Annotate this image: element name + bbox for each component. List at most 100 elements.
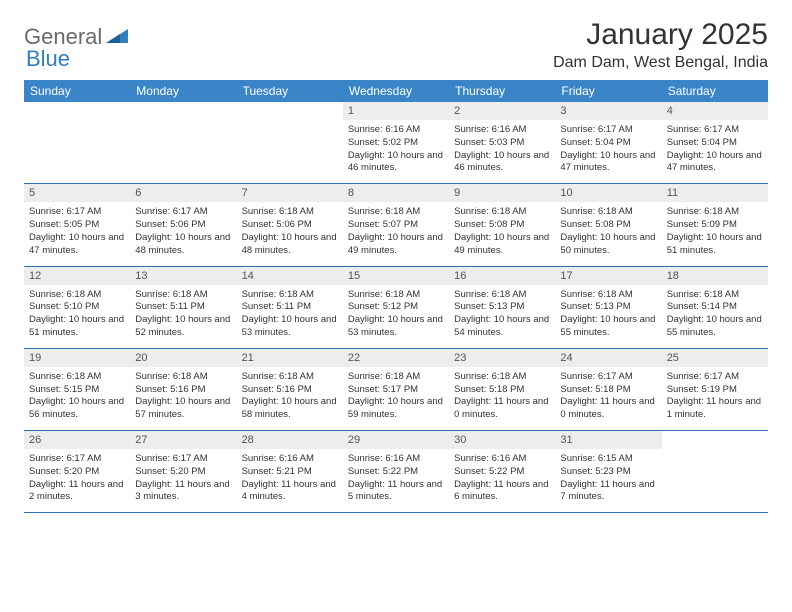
day-number: 19 xyxy=(24,349,130,367)
sunrise-text: Sunrise: 6:17 AM xyxy=(29,453,125,466)
sunrise-text: Sunrise: 6:16 AM xyxy=(348,124,444,137)
sunrise-text: Sunrise: 6:17 AM xyxy=(560,124,656,137)
day-data: Sunrise: 6:18 AMSunset: 5:06 PMDaylight:… xyxy=(237,202,343,265)
weekday-header: Sunday xyxy=(24,80,130,102)
sunrise-text: Sunrise: 6:18 AM xyxy=(667,289,763,302)
day-data: Sunrise: 6:18 AMSunset: 5:14 PMDaylight:… xyxy=(662,285,768,348)
page-subtitle: Dam Dam, West Bengal, India xyxy=(553,54,768,72)
day-number: 17 xyxy=(555,267,661,285)
day-data: Sunrise: 6:18 AMSunset: 5:18 PMDaylight:… xyxy=(449,367,555,430)
day-data: Sunrise: 6:16 AMSunset: 5:02 PMDaylight:… xyxy=(343,120,449,183)
sunset-text: Sunset: 5:06 PM xyxy=(135,219,231,232)
daylight-text: Daylight: 10 hours and 46 minutes. xyxy=(454,150,550,176)
sunrise-text: Sunrise: 6:18 AM xyxy=(242,371,338,384)
sunrise-text: Sunrise: 6:18 AM xyxy=(560,206,656,219)
daylight-text: Daylight: 11 hours and 4 minutes. xyxy=(242,479,338,505)
day-data: Sunrise: 6:17 AMSunset: 5:04 PMDaylight:… xyxy=(555,120,661,183)
sunset-text: Sunset: 5:04 PM xyxy=(667,137,763,150)
calendar-cell: 13Sunrise: 6:18 AMSunset: 5:11 PMDayligh… xyxy=(130,266,236,348)
sunrise-text: Sunrise: 6:18 AM xyxy=(667,206,763,219)
day-number: 6 xyxy=(130,184,236,202)
sunrise-text: Sunrise: 6:17 AM xyxy=(135,206,231,219)
day-number: 3 xyxy=(555,102,661,120)
daylight-text: Daylight: 10 hours and 51 minutes. xyxy=(29,314,125,340)
sunset-text: Sunset: 5:09 PM xyxy=(667,219,763,232)
sunrise-text: Sunrise: 6:18 AM xyxy=(242,206,338,219)
sunset-text: Sunset: 5:18 PM xyxy=(454,384,550,397)
calendar-cell: 21Sunrise: 6:18 AMSunset: 5:16 PMDayligh… xyxy=(237,348,343,430)
calendar-cell: 29Sunrise: 6:16 AMSunset: 5:22 PMDayligh… xyxy=(343,431,449,513)
day-number: 29 xyxy=(343,431,449,449)
day-data: Sunrise: 6:18 AMSunset: 5:08 PMDaylight:… xyxy=(555,202,661,265)
daylight-text: Daylight: 10 hours and 47 minutes. xyxy=(560,150,656,176)
sunrise-text: Sunrise: 6:17 AM xyxy=(29,206,125,219)
day-number: 5 xyxy=(24,184,130,202)
sunrise-text: Sunrise: 6:17 AM xyxy=(135,453,231,466)
day-number: 8 xyxy=(343,184,449,202)
weekday-header: Thursday xyxy=(449,80,555,102)
day-data: Sunrise: 6:18 AMSunset: 5:09 PMDaylight:… xyxy=(662,202,768,265)
sunrise-text: Sunrise: 6:18 AM xyxy=(348,371,444,384)
day-number: 7 xyxy=(237,184,343,202)
sunset-text: Sunset: 5:11 PM xyxy=(242,301,338,314)
calendar-cell xyxy=(237,102,343,184)
sunset-text: Sunset: 5:14 PM xyxy=(667,301,763,314)
sunset-text: Sunset: 5:16 PM xyxy=(135,384,231,397)
day-number xyxy=(237,102,343,120)
daylight-text: Daylight: 10 hours and 52 minutes. xyxy=(135,314,231,340)
day-number: 15 xyxy=(343,267,449,285)
calendar-head: Sunday Monday Tuesday Wednesday Thursday… xyxy=(24,80,768,102)
weekday-header: Friday xyxy=(555,80,661,102)
daylight-text: Daylight: 10 hours and 47 minutes. xyxy=(667,150,763,176)
daylight-text: Daylight: 10 hours and 59 minutes. xyxy=(348,396,444,422)
day-data: Sunrise: 6:17 AMSunset: 5:06 PMDaylight:… xyxy=(130,202,236,265)
calendar-cell: 16Sunrise: 6:18 AMSunset: 5:13 PMDayligh… xyxy=(449,266,555,348)
sunset-text: Sunset: 5:10 PM xyxy=(29,301,125,314)
calendar-row: 5Sunrise: 6:17 AMSunset: 5:05 PMDaylight… xyxy=(24,184,768,266)
sunrise-text: Sunrise: 6:18 AM xyxy=(454,371,550,384)
daylight-text: Daylight: 10 hours and 46 minutes. xyxy=(348,150,444,176)
day-data: Sunrise: 6:17 AMSunset: 5:20 PMDaylight:… xyxy=(24,449,130,512)
calendar-cell: 2Sunrise: 6:16 AMSunset: 5:03 PMDaylight… xyxy=(449,102,555,184)
day-data: Sunrise: 6:18 AMSunset: 5:08 PMDaylight:… xyxy=(449,202,555,265)
calendar-row: 1Sunrise: 6:16 AMSunset: 5:02 PMDaylight… xyxy=(24,102,768,184)
sunrise-text: Sunrise: 6:16 AM xyxy=(348,453,444,466)
calendar-cell: 17Sunrise: 6:18 AMSunset: 5:13 PMDayligh… xyxy=(555,266,661,348)
sunset-text: Sunset: 5:08 PM xyxy=(454,219,550,232)
day-data: Sunrise: 6:16 AMSunset: 5:22 PMDaylight:… xyxy=(343,449,449,512)
daylight-text: Daylight: 10 hours and 54 minutes. xyxy=(454,314,550,340)
calendar-cell: 14Sunrise: 6:18 AMSunset: 5:11 PMDayligh… xyxy=(237,266,343,348)
day-number: 27 xyxy=(130,431,236,449)
day-number: 4 xyxy=(662,102,768,120)
day-data: Sunrise: 6:17 AMSunset: 5:04 PMDaylight:… xyxy=(662,120,768,183)
calendar-cell xyxy=(24,102,130,184)
day-number: 14 xyxy=(237,267,343,285)
daylight-text: Daylight: 10 hours and 58 minutes. xyxy=(242,396,338,422)
calendar-row: 26Sunrise: 6:17 AMSunset: 5:20 PMDayligh… xyxy=(24,431,768,513)
weekday-header: Wednesday xyxy=(343,80,449,102)
sunrise-text: Sunrise: 6:16 AM xyxy=(454,124,550,137)
day-number: 24 xyxy=(555,349,661,367)
sunset-text: Sunset: 5:18 PM xyxy=(560,384,656,397)
calendar-cell: 31Sunrise: 6:15 AMSunset: 5:23 PMDayligh… xyxy=(555,431,661,513)
sunset-text: Sunset: 5:02 PM xyxy=(348,137,444,150)
day-number: 9 xyxy=(449,184,555,202)
day-data: Sunrise: 6:18 AMSunset: 5:10 PMDaylight:… xyxy=(24,285,130,348)
sunrise-text: Sunrise: 6:18 AM xyxy=(242,289,338,302)
calendar-row: 19Sunrise: 6:18 AMSunset: 5:15 PMDayligh… xyxy=(24,348,768,430)
sunset-text: Sunset: 5:19 PM xyxy=(667,384,763,397)
weekday-header: Monday xyxy=(130,80,236,102)
sunrise-text: Sunrise: 6:17 AM xyxy=(667,371,763,384)
sunrise-text: Sunrise: 6:18 AM xyxy=(29,289,125,302)
day-number xyxy=(24,102,130,120)
day-number xyxy=(130,102,236,120)
sunset-text: Sunset: 5:16 PM xyxy=(242,384,338,397)
day-number: 18 xyxy=(662,267,768,285)
sunset-text: Sunset: 5:04 PM xyxy=(560,137,656,150)
sunset-text: Sunset: 5:20 PM xyxy=(135,466,231,479)
sunrise-text: Sunrise: 6:15 AM xyxy=(560,453,656,466)
weekday-header: Tuesday xyxy=(237,80,343,102)
sunset-text: Sunset: 5:23 PM xyxy=(560,466,656,479)
daylight-text: Daylight: 10 hours and 56 minutes. xyxy=(29,396,125,422)
day-data xyxy=(130,120,236,174)
